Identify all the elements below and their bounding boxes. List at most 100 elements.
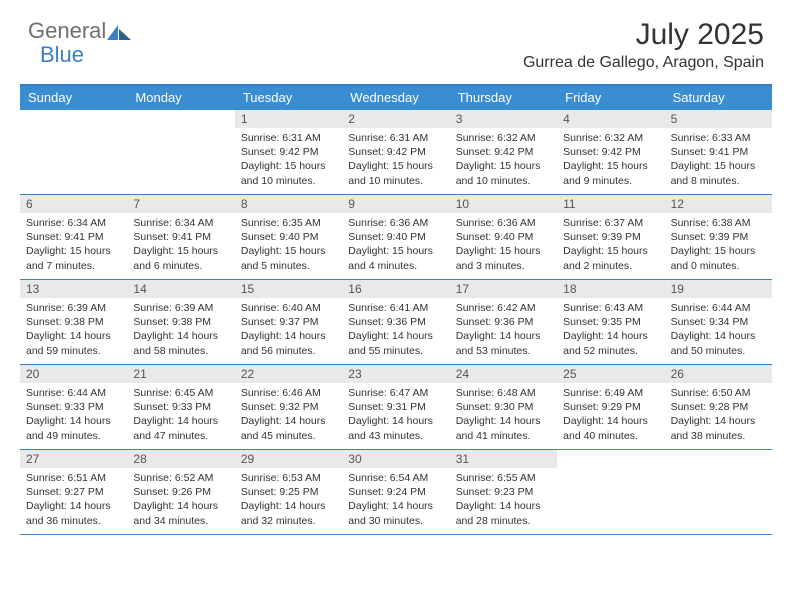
day-number: 4 — [557, 110, 664, 128]
daylight-text: and 10 minutes. — [456, 174, 551, 188]
daylight-text: and 10 minutes. — [348, 174, 443, 188]
sunset-text: Sunset: 9:42 PM — [563, 145, 658, 159]
day-body: Sunrise: 6:42 AMSunset: 9:36 PMDaylight:… — [450, 298, 557, 362]
day-cell: 11Sunrise: 6:37 AMSunset: 9:39 PMDayligh… — [557, 195, 664, 279]
day-body: Sunrise: 6:49 AMSunset: 9:29 PMDaylight:… — [557, 383, 664, 447]
day-number: 28 — [127, 450, 234, 468]
sunrise-text: Sunrise: 6:40 AM — [241, 301, 336, 315]
sunset-text: Sunset: 9:40 PM — [241, 230, 336, 244]
day-body: Sunrise: 6:31 AMSunset: 9:42 PMDaylight:… — [235, 128, 342, 192]
title-block: July 2025 Gurrea de Gallego, Aragon, Spa… — [523, 18, 764, 72]
daylight-text: Daylight: 14 hours — [26, 329, 121, 343]
sunrise-text: Sunrise: 6:49 AM — [563, 386, 658, 400]
day-body: Sunrise: 6:54 AMSunset: 9:24 PMDaylight:… — [342, 468, 449, 532]
sunset-text: Sunset: 9:31 PM — [348, 400, 443, 414]
day-number: 9 — [342, 195, 449, 213]
day-number: 16 — [342, 280, 449, 298]
daylight-text: Daylight: 15 hours — [563, 159, 658, 173]
daylight-text: Daylight: 14 hours — [563, 414, 658, 428]
day-number: 5 — [665, 110, 772, 128]
daylight-text: and 10 minutes. — [241, 174, 336, 188]
sunrise-text: Sunrise: 6:36 AM — [456, 216, 551, 230]
day-body: Sunrise: 6:46 AMSunset: 9:32 PMDaylight:… — [235, 383, 342, 447]
sunset-text: Sunset: 9:27 PM — [26, 485, 121, 499]
sunset-text: Sunset: 9:39 PM — [563, 230, 658, 244]
week-row: 13Sunrise: 6:39 AMSunset: 9:38 PMDayligh… — [20, 280, 772, 365]
day-body: Sunrise: 6:55 AMSunset: 9:23 PMDaylight:… — [450, 468, 557, 532]
sunset-text: Sunset: 9:33 PM — [133, 400, 228, 414]
day-cell: 4 Sunrise: 6:32 AMSunset: 9:42 PMDaylight… — [557, 110, 664, 194]
day-number: 2 — [342, 110, 449, 128]
logo: General Blue — [28, 18, 132, 44]
sunrise-text: Sunrise: 6:34 AM — [133, 216, 228, 230]
day-number: 21 — [127, 365, 234, 383]
daylight-text: and 43 minutes. — [348, 429, 443, 443]
daylight-text: and 5 minutes. — [241, 259, 336, 273]
sunrise-text: Sunrise: 6:43 AM — [563, 301, 658, 315]
day-number: 27 — [20, 450, 127, 468]
day-body: Sunrise: 6:50 AMSunset: 9:28 PMDaylight:… — [665, 383, 772, 447]
logo-word2: Blue — [40, 42, 84, 68]
daylight-text: and 47 minutes. — [133, 429, 228, 443]
day-body: Sunrise: 6:37 AMSunset: 9:39 PMDaylight:… — [557, 213, 664, 277]
daylight-text: Daylight: 14 hours — [456, 499, 551, 513]
sunset-text: Sunset: 9:32 PM — [241, 400, 336, 414]
daylight-text: and 0 minutes. — [671, 259, 766, 273]
sunset-text: Sunset: 9:25 PM — [241, 485, 336, 499]
daylight-text: Daylight: 14 hours — [241, 329, 336, 343]
dayname: Monday — [127, 86, 234, 110]
day-cell: 28Sunrise: 6:52 AMSunset: 9:26 PMDayligh… — [127, 450, 234, 534]
daylight-text: and 8 minutes. — [671, 174, 766, 188]
sunset-text: Sunset: 9:42 PM — [241, 145, 336, 159]
sunrise-text: Sunrise: 6:31 AM — [348, 131, 443, 145]
day-body: Sunrise: 6:36 AMSunset: 9:40 PMDaylight:… — [342, 213, 449, 277]
sunrise-text: Sunrise: 6:32 AM — [563, 131, 658, 145]
daylight-text: Daylight: 14 hours — [671, 414, 766, 428]
day-cell: 3Sunrise: 6:32 AMSunset: 9:42 PMDaylight… — [450, 110, 557, 194]
daylight-text: Daylight: 15 hours — [348, 159, 443, 173]
day-body: Sunrise: 6:32 AMSunset: 9:42 PMDaylight:… — [450, 128, 557, 192]
day-body: Sunrise: 6:41 AMSunset: 9:36 PMDaylight:… — [342, 298, 449, 362]
day-number: 31 — [450, 450, 557, 468]
sunrise-text: Sunrise: 6:31 AM — [241, 131, 336, 145]
daylight-text: Daylight: 15 hours — [563, 244, 658, 258]
sunset-text: Sunset: 9:34 PM — [671, 315, 766, 329]
daylight-text: Daylight: 14 hours — [26, 414, 121, 428]
day-cell: 23Sunrise: 6:47 AMSunset: 9:31 PMDayligh… — [342, 365, 449, 449]
sunrise-text: Sunrise: 6:37 AM — [563, 216, 658, 230]
day-body: Sunrise: 6:44 AMSunset: 9:34 PMDaylight:… — [665, 298, 772, 362]
sunset-text: Sunset: 9:37 PM — [241, 315, 336, 329]
daylight-text: and 53 minutes. — [456, 344, 551, 358]
daylight-text: Daylight: 14 hours — [456, 414, 551, 428]
day-cell: 26Sunrise: 6:50 AMSunset: 9:28 PMDayligh… — [665, 365, 772, 449]
day-cell: 8Sunrise: 6:35 AMSunset: 9:40 PMDaylight… — [235, 195, 342, 279]
day-number: 25 — [557, 365, 664, 383]
day-number: 1 — [235, 110, 342, 128]
day-number: 19 — [665, 280, 772, 298]
sunset-text: Sunset: 9:38 PM — [133, 315, 228, 329]
sunset-text: Sunset: 9:24 PM — [348, 485, 443, 499]
sunrise-text: Sunrise: 6:32 AM — [456, 131, 551, 145]
sunset-text: Sunset: 9:40 PM — [348, 230, 443, 244]
day-body: Sunrise: 6:36 AMSunset: 9:40 PMDaylight:… — [450, 213, 557, 277]
dayname: Saturday — [665, 86, 772, 110]
daylight-text: Daylight: 15 hours — [133, 244, 228, 258]
day-body: Sunrise: 6:51 AMSunset: 9:27 PMDaylight:… — [20, 468, 127, 532]
sunrise-text: Sunrise: 6:33 AM — [671, 131, 766, 145]
day-body: Sunrise: 6:34 AMSunset: 9:41 PMDaylight:… — [20, 213, 127, 277]
daylight-text: and 52 minutes. — [563, 344, 658, 358]
day-number: 10 — [450, 195, 557, 213]
daylight-text: Daylight: 14 hours — [671, 329, 766, 343]
sunset-text: Sunset: 9:40 PM — [456, 230, 551, 244]
day-number: 26 — [665, 365, 772, 383]
month-title: July 2025 — [523, 18, 764, 52]
logo-word1: General — [28, 18, 106, 44]
day-body: Sunrise: 6:31 AMSunset: 9:42 PMDaylight:… — [342, 128, 449, 192]
sunset-text: Sunset: 9:36 PM — [456, 315, 551, 329]
sunrise-text: Sunrise: 6:41 AM — [348, 301, 443, 315]
sunrise-text: Sunrise: 6:46 AM — [241, 386, 336, 400]
day-body: Sunrise: 6:40 AMSunset: 9:37 PMDaylight:… — [235, 298, 342, 362]
calendar: SundayMondayTuesdayWednesdayThursdayFrid… — [20, 84, 772, 535]
daylight-text: and 55 minutes. — [348, 344, 443, 358]
day-body: Sunrise: 6:43 AMSunset: 9:35 PMDaylight:… — [557, 298, 664, 362]
